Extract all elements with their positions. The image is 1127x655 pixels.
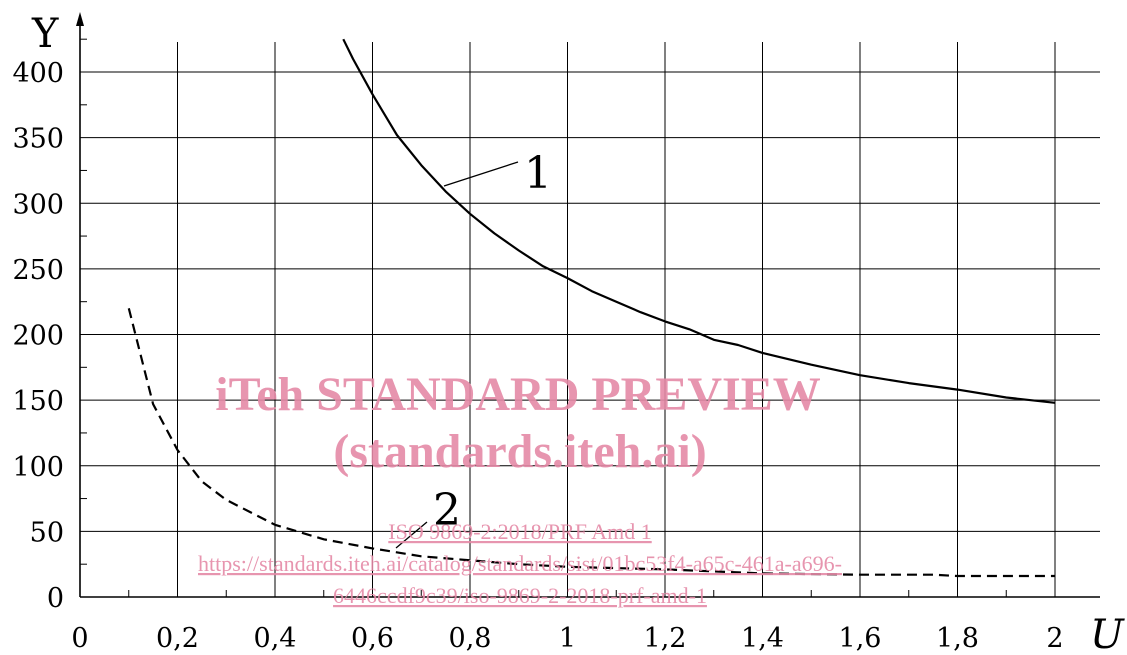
curve-label-1: 1 (524, 148, 552, 199)
series-group (127, 38, 1056, 578)
x-tick-label: 0,8 (449, 623, 492, 654)
x-tick-label: 2 (1046, 623, 1063, 654)
x-tick-label: 0,2 (156, 623, 199, 654)
x-axis-title: U (1090, 612, 1125, 655)
watermark-doc-link[interactable]: ISO 9869-2:2018/PRF Amd 1 (388, 519, 651, 544)
grid-lines (80, 42, 1100, 597)
y-axis-title: Y (31, 11, 59, 57)
x-tick-label: 1,4 (741, 623, 784, 654)
leader-line-2 (395, 521, 428, 549)
x-tick-label: 0,6 (351, 623, 394, 654)
x-tick-label: 0 (71, 623, 88, 654)
x-tick-label: 1,8 (936, 623, 979, 654)
y-tick-label: 50 (30, 517, 64, 548)
series-line-1 (342, 38, 1056, 404)
curve-label-2: 2 (433, 485, 461, 536)
x-tick-label: 0,4 (254, 623, 297, 654)
watermark-url-line-1[interactable]: https://standards.iteh.ai/catalog/standa… (198, 551, 842, 576)
y-tick-label: 300 (12, 189, 64, 220)
y-tick-label: 200 (12, 321, 64, 352)
watermark-url-line-2[interactable]: 6446ccdf9c39/iso-9869-2-2018-prf-amd-1 (333, 583, 707, 608)
y-tick-label: 400 (12, 58, 64, 89)
y-tick-label: 0 (47, 583, 64, 614)
y-axis-arrow-icon (76, 12, 84, 26)
y-tick-label: 250 (12, 255, 64, 286)
leader-line-1 (443, 161, 519, 187)
y-tick-label: 350 (12, 124, 64, 155)
minor-ticks (80, 38, 1007, 597)
x-tick-labels: 0 0,2 0,4 0,6 0,8 1 1,2 1,4 1,6 1,8 2 (71, 623, 1063, 654)
axes (76, 12, 1100, 598)
y-tick-label: 100 (12, 452, 64, 483)
x-tick-label: 1,2 (644, 623, 687, 654)
x-tick-label: 1,6 (839, 623, 882, 654)
y-tick-labels: 0 50 100 150 200 250 300 350 400 (12, 58, 64, 614)
watermark-title: iTeh STANDARD PREVIEW (215, 368, 820, 421)
series-line-2 (127, 308, 1055, 578)
watermark-subtitle: (standards.iteh.ai) (333, 425, 706, 478)
y-tick-label: 150 (12, 386, 64, 417)
x-tick-label: 1 (559, 623, 576, 654)
watermark: iTeh STANDARD PREVIEW (standards.iteh.ai… (198, 368, 842, 608)
